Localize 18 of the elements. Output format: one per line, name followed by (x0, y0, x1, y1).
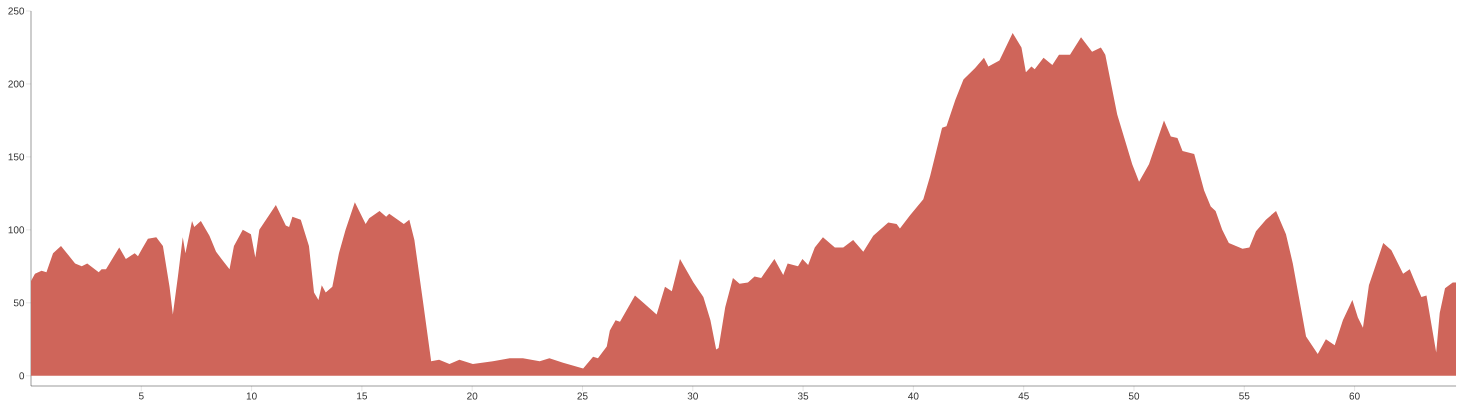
x-tick-label: 30 (687, 392, 698, 400)
y-tick-label: 150 (8, 153, 25, 161)
y-tick-label: 200 (8, 80, 25, 88)
x-tick-label: 45 (1018, 392, 1029, 400)
y-tick-label: 0 (19, 372, 25, 380)
x-tick-label: 55 (1239, 392, 1250, 400)
x-tick-label: 50 (1128, 392, 1140, 400)
x-tick-label: 35 (797, 392, 809, 400)
y-tick-label: 50 (13, 299, 25, 307)
x-tick-label: 40 (908, 392, 919, 400)
x-tick-label: 10 (246, 392, 257, 400)
x-tick-label: 25 (577, 392, 588, 400)
x-tick-label: 60 (1349, 392, 1360, 400)
x-tick-label: 20 (467, 392, 478, 400)
x-tick-label: 15 (357, 392, 368, 400)
y-tick-label: 100 (8, 226, 25, 234)
y-tick-label: 250 (8, 7, 25, 15)
x-tick-label: 5 (138, 392, 144, 400)
